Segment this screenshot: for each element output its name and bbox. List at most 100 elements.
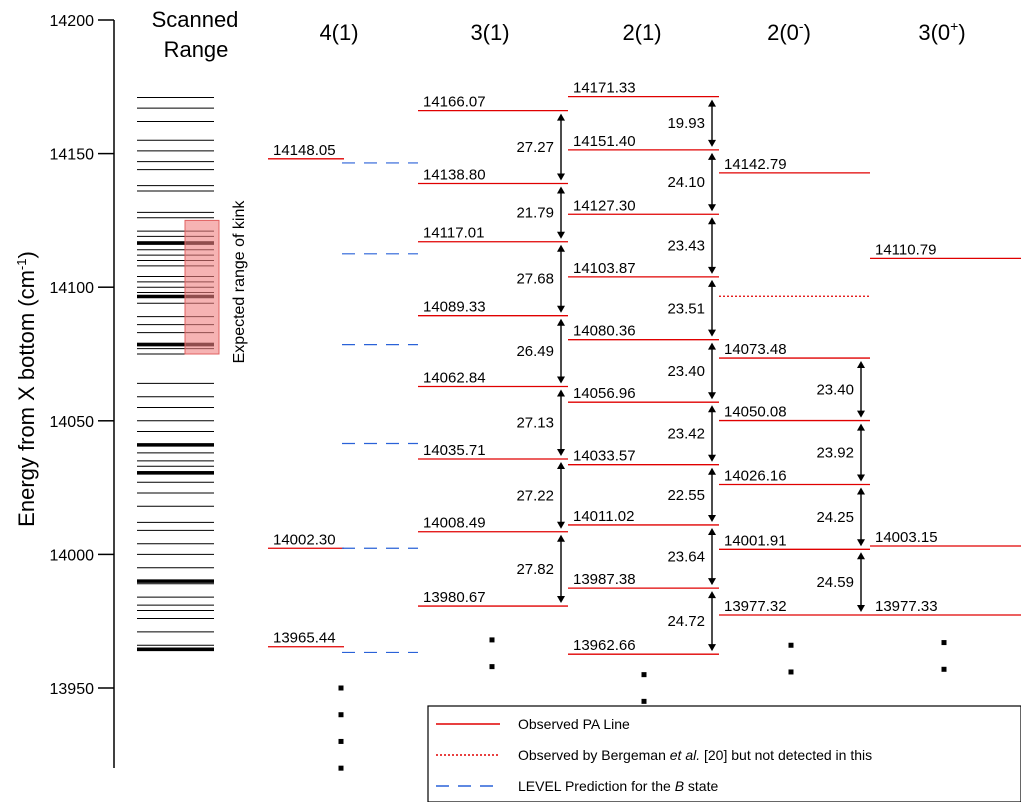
legend-label: Observed by Bergeman et al. [20] but not… xyxy=(518,747,872,763)
level-columns: 4(1) 14148.05 14002.30 13965.44 3(1) 14166.07… xyxy=(268,18,1021,771)
scanned-range-panel: Scanned Range Expected range of kink xyxy=(137,7,248,652)
level-energy-label: 14011.02 xyxy=(573,508,634,525)
spacing-value-label: 19.93 xyxy=(667,115,705,132)
y-axis-label: Energy from X bottom (cm-1) xyxy=(14,251,39,527)
spacing-arrowhead-down xyxy=(708,204,716,212)
level-energy-label: 13965.44 xyxy=(273,630,336,647)
continuation-dot xyxy=(338,738,344,744)
level-energy-label: 13987.38 xyxy=(573,571,636,588)
y-tick-label: 14000 xyxy=(50,547,95,564)
spacing-arrowhead-down xyxy=(708,454,716,462)
continuation-dot xyxy=(338,765,344,771)
level-energy-label: 13977.32 xyxy=(724,598,787,615)
level-energy-label: 14026.16 xyxy=(724,468,787,485)
spacing-arrowhead-up xyxy=(708,591,716,599)
column-header: 2(1) xyxy=(622,20,661,45)
level-energy-label: 14008.49 xyxy=(423,515,486,532)
spacing-arrowhead-down xyxy=(557,305,565,313)
level-energy-label: 14117.01 xyxy=(423,225,484,242)
column-5: 3(0+) 14110.79 14003.15 13977.33 xyxy=(870,18,1021,672)
level-energy-label: 14080.36 xyxy=(573,323,636,340)
spacing-arrowhead-up xyxy=(857,361,865,369)
level-energy-label: 14089.33 xyxy=(423,299,486,316)
spacing-arrowhead-down xyxy=(708,392,716,400)
level-energy-label: 13977.33 xyxy=(875,598,938,615)
y-tick-label: 14100 xyxy=(50,280,95,297)
spacing-value-label: 22.55 xyxy=(667,487,705,504)
continuation-dot xyxy=(489,637,495,643)
column-header: 4(1) xyxy=(319,20,358,45)
spacing-arrowhead-down xyxy=(708,578,716,586)
level-energy-label: 14062.84 xyxy=(423,369,486,386)
continuation-dot xyxy=(788,669,794,675)
spacing-arrowhead-up xyxy=(557,113,565,121)
continuation-dot xyxy=(941,640,947,646)
spacing-value-label: 27.82 xyxy=(516,561,554,578)
continuation-dot xyxy=(641,698,647,704)
scanned-range-title-line1: Scanned xyxy=(152,7,239,32)
spacing-value-label: 23.42 xyxy=(667,425,705,442)
spacing-arrowhead-up xyxy=(857,423,865,431)
level-energy-label: 14166.07 xyxy=(423,94,486,111)
spacing-value-label: 23.40 xyxy=(816,381,854,398)
legend-box xyxy=(427,705,1021,802)
level-energy-label: 14073.48 xyxy=(724,341,787,358)
spacing-arrowhead-up xyxy=(708,467,716,475)
kink-range-label: Expected range of kink xyxy=(231,200,248,364)
level-energy-label: 14001.91 xyxy=(724,532,787,549)
continuation-dot xyxy=(641,672,647,678)
spacing-arrowhead-up xyxy=(557,318,565,326)
level-energy-label: 14171.33 xyxy=(573,80,636,97)
level-energy-label: 14035.71 xyxy=(423,442,486,459)
spacing-value-label: 23.51 xyxy=(667,300,705,317)
y-tick-label: 14200 xyxy=(50,13,95,30)
scanned-range-title-line2: Range xyxy=(164,37,229,62)
spacing-arrowhead-down xyxy=(557,376,565,384)
spacing-arrowhead-down xyxy=(557,596,565,604)
spacing-value-label: 21.79 xyxy=(516,205,554,222)
legend-label: LEVEL Prediction for the B state xyxy=(518,778,718,794)
spacing-arrowhead-down xyxy=(857,474,865,482)
level-energy-label: 14103.87 xyxy=(573,260,636,277)
spacing-arrowhead-up xyxy=(857,552,865,560)
continuation-dot xyxy=(941,666,947,672)
spacing-value-label: 24.59 xyxy=(816,574,854,591)
level-energy-label: 14110.79 xyxy=(875,241,936,258)
spacing-arrowhead-down xyxy=(557,173,565,181)
y-tick-label: 13950 xyxy=(50,681,95,698)
continuation-dot xyxy=(338,712,344,718)
spacing-arrowhead-down xyxy=(557,231,565,239)
spacing-value-label: 27.68 xyxy=(516,271,554,288)
column-1: 4(1) 14148.05 14002.30 13965.44 xyxy=(268,20,418,771)
level-energy-label: 14003.15 xyxy=(875,529,938,546)
level-energy-label: 14151.40 xyxy=(573,133,636,150)
spacing-arrowhead-down xyxy=(557,448,565,456)
spacing-arrowhead-up xyxy=(708,99,716,107)
spacing-arrowhead-down xyxy=(857,605,865,613)
spacing-arrowhead-up xyxy=(708,405,716,413)
legend-label: Observed PA Line xyxy=(518,716,630,732)
level-energy-label: 13962.66 xyxy=(573,637,636,654)
spacing-arrowhead-up xyxy=(708,342,716,350)
continuation-dot xyxy=(788,642,794,648)
kink-range-box xyxy=(184,219,220,355)
spacing-value-label: 23.40 xyxy=(667,363,705,380)
y-tick-label: 14150 xyxy=(50,147,95,164)
y-tick-label: 14050 xyxy=(50,414,95,431)
spacing-arrowhead-up xyxy=(557,461,565,469)
spacing-value-label: 23.92 xyxy=(816,445,854,462)
level-energy-label: 14127.30 xyxy=(573,197,636,214)
spacing-value-label: 27.27 xyxy=(516,139,554,156)
legend: Observed PA Line Observed by Bergeman et … xyxy=(427,705,1021,802)
spacing-arrowhead-up xyxy=(557,186,565,194)
spacing-arrowhead-down xyxy=(708,139,716,147)
y-axis: 14200 14150 14100 14050 14000 13950 Energy fro… xyxy=(14,13,115,768)
column-header: 2(0-) xyxy=(767,18,811,45)
level-energy-label: 14056.96 xyxy=(573,385,636,402)
spacing-arrowhead-down xyxy=(857,539,865,547)
spacing-arrowhead-down xyxy=(708,644,716,652)
spacing-arrowhead-up xyxy=(557,534,565,542)
spacing-value-label: 24.72 xyxy=(667,613,705,630)
spacing-arrowhead-up xyxy=(857,487,865,495)
